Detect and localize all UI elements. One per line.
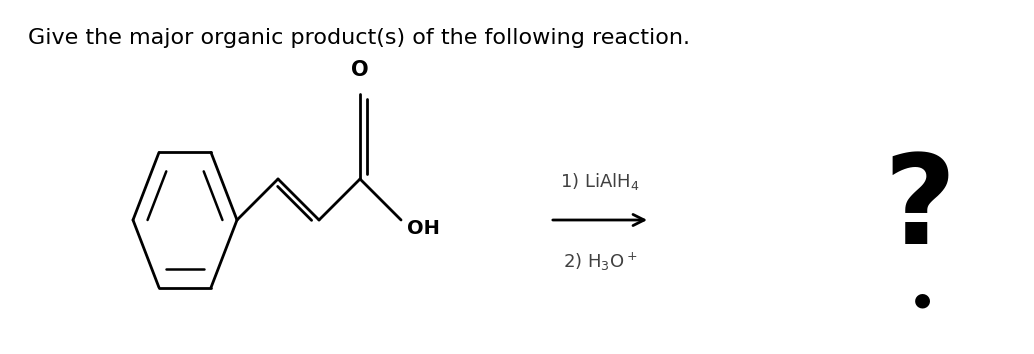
Text: 1) LiAlH$_4$: 1) LiAlH$_4$ <box>560 171 640 193</box>
Text: OH: OH <box>407 218 439 238</box>
Text: ●: ● <box>913 291 931 309</box>
Text: Give the major organic product(s) of the following reaction.: Give the major organic product(s) of the… <box>28 28 690 48</box>
Text: ?: ? <box>884 149 956 270</box>
Text: 2) H$_3$O$^+$: 2) H$_3$O$^+$ <box>562 251 637 273</box>
Text: O: O <box>352 60 369 80</box>
